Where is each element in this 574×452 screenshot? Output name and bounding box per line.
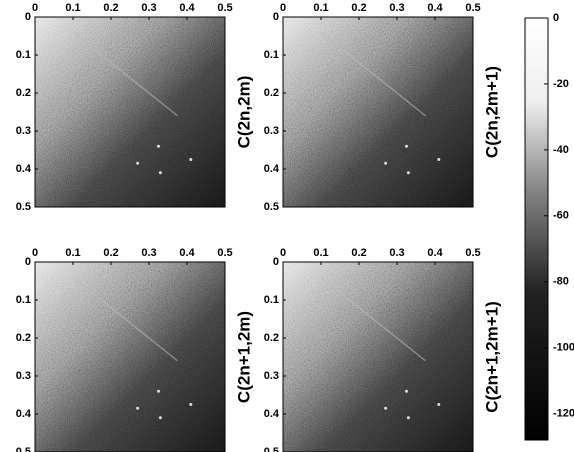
image-spot: [189, 158, 193, 161]
y-tick-label: 0.5: [16, 446, 31, 452]
y-tick-label: 0.2: [264, 87, 279, 99]
image-spot: [384, 406, 388, 410]
x-tick-label: 0.1: [313, 2, 328, 14]
colorbar: [524, 17, 549, 441]
x-tick-label: 0.5: [217, 2, 232, 14]
y-tick-label: 0.5: [264, 201, 279, 213]
y-tick-label: 0.4: [16, 408, 32, 420]
y-tick-label: 0.4: [16, 163, 32, 175]
image-spot: [136, 406, 140, 410]
image-spot: [406, 171, 410, 175]
y-tick-label: 0.3: [264, 370, 279, 382]
y-tick-label: 0.5: [264, 446, 279, 452]
image-noise: [35, 262, 225, 452]
x-tick-label: 0.3: [389, 247, 404, 259]
image-frame: [34, 16, 226, 208]
image-streak: [320, 31, 426, 117]
x-tick-label: 0.4: [179, 2, 195, 14]
y-tick-label: 0.3: [16, 370, 31, 382]
colorbar-tick-label: -100: [553, 342, 574, 354]
image-spot: [406, 416, 410, 420]
image-streak: [72, 31, 178, 117]
y-tick-label: 0: [273, 11, 279, 23]
image-spot: [158, 416, 162, 420]
colorbar-tick-label: -20: [553, 78, 569, 90]
x-tick-label: 0.1: [313, 247, 328, 259]
y-tick-label: 0.5: [16, 201, 31, 213]
y-axis-label: C(2n,2m): [234, 76, 253, 149]
y-tick-label: 0.4: [264, 163, 280, 175]
image-spot: [157, 389, 160, 393]
y-tick-label: 0.4: [264, 408, 280, 420]
x-tick-label: 0.5: [217, 247, 232, 259]
x-tick-label: 0: [32, 2, 38, 14]
y-tick-label: 0.3: [264, 125, 279, 137]
colorbar-tick-label: -80: [553, 276, 569, 288]
y-axis-label: C(2n,2m+1): [482, 66, 501, 158]
image-spot: [405, 144, 408, 148]
x-tick-label: 0.2: [351, 247, 366, 259]
x-tick-label: 0.1: [65, 2, 80, 14]
image-noise: [283, 17, 473, 207]
x-tick-label: 0: [32, 247, 38, 259]
image-spot: [189, 403, 193, 406]
image-spot: [136, 161, 140, 165]
x-tick-label: 0: [280, 247, 286, 259]
y-tick-label: 0.1: [264, 294, 279, 306]
image-frame: [282, 261, 474, 452]
image-spot: [157, 144, 160, 148]
colorbar-tick-label: -120: [553, 408, 574, 420]
x-tick-label: 0.4: [179, 247, 195, 259]
x-tick-label: 0.5: [465, 247, 480, 259]
x-tick-label: 0.2: [351, 2, 366, 14]
colorbar-tick-label: -60: [553, 210, 569, 222]
colorbar-tick-label: -40: [553, 144, 569, 156]
y-tick-label: 0.1: [16, 294, 31, 306]
x-tick-label: 0.3: [141, 247, 156, 259]
y-tick-label: 0.1: [16, 49, 31, 61]
image-spot: [405, 389, 408, 393]
y-tick-label: 0.2: [264, 332, 279, 344]
x-tick-label: 0.4: [427, 247, 443, 259]
x-tick-label: 0.1: [65, 247, 80, 259]
x-tick-label: 0.2: [103, 2, 118, 14]
y-tick-label: 0.2: [16, 332, 31, 344]
colorbar-tick-label: 0: [553, 12, 559, 24]
x-tick-label: 0.3: [141, 2, 156, 14]
image-frame: [34, 261, 226, 452]
image-streak: [72, 276, 178, 362]
y-tick-label: 0: [25, 11, 31, 23]
x-tick-label: 0.4: [427, 2, 443, 14]
image-noise: [283, 262, 473, 452]
y-tick-label: 0: [273, 256, 279, 268]
y-tick-label: 0.2: [16, 87, 31, 99]
image-streak: [320, 276, 426, 362]
image-spot: [437, 403, 441, 406]
y-axis-label: C(2n+1,2m+1): [482, 301, 501, 413]
image-frame: [282, 16, 474, 208]
y-axis-label: C(2n+1,2m): [234, 311, 253, 403]
x-tick-label: 0.3: [389, 2, 404, 14]
image-spot: [158, 171, 162, 175]
x-tick-label: 0.5: [465, 2, 480, 14]
image-spot: [384, 161, 388, 165]
y-tick-label: 0.3: [16, 125, 31, 137]
y-tick-label: 0.1: [264, 49, 279, 61]
x-tick-label: 0.2: [103, 247, 118, 259]
image-noise: [35, 17, 225, 207]
image-spot: [437, 158, 441, 161]
y-tick-label: 0: [25, 256, 31, 268]
x-tick-label: 0: [280, 2, 286, 14]
